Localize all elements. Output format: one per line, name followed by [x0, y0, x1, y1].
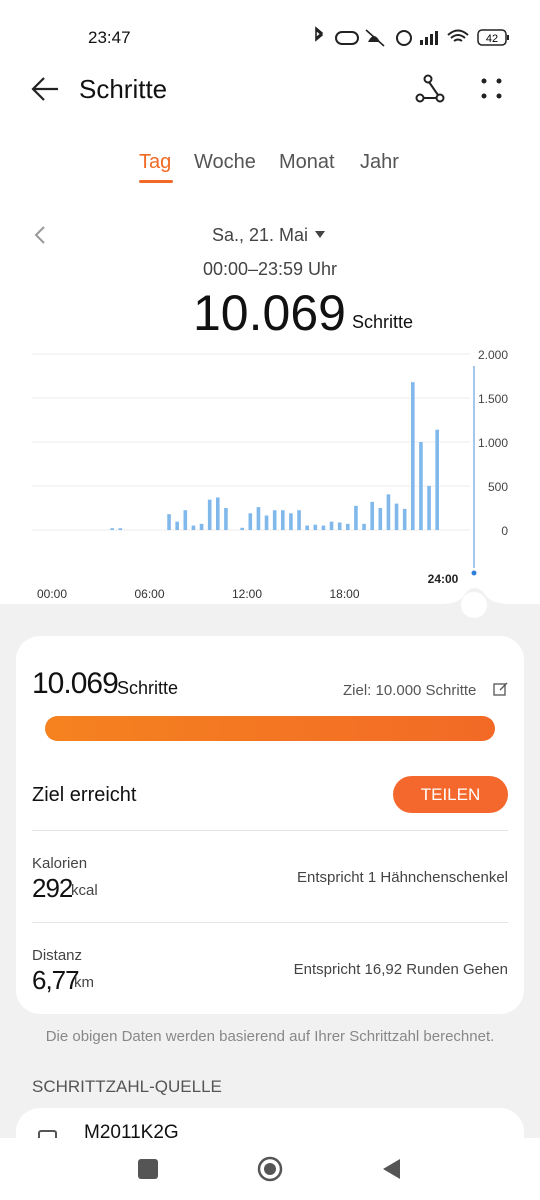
bar	[199, 523, 204, 530]
bar	[411, 382, 415, 530]
bar	[167, 514, 171, 530]
bar	[402, 508, 407, 530]
metric-unit: km	[74, 974, 94, 991]
metric-value: 292	[32, 873, 73, 903]
status-icons: 42	[315, 26, 509, 47]
time-range: 00:00–23:59 Uhr	[202, 259, 338, 279]
date-dropdown	[315, 231, 325, 238]
metric-unit: kcal	[71, 882, 98, 899]
progress-bar	[45, 716, 495, 741]
tab-indicator	[139, 180, 173, 183]
device-name: M2011K2G	[84, 1122, 179, 1143]
y-tick-label: 2.000	[478, 348, 508, 362]
tab[interactable]: Woche	[194, 151, 256, 173]
edit-goal[interactable]	[493, 681, 509, 697]
bar	[240, 527, 244, 530]
step-chart: 0 500 1.000 1.500 2.000 00:00 06:00 12:00 18:00 2…	[32, 348, 508, 601]
bar	[183, 510, 188, 530]
bar	[313, 524, 318, 530]
x-end-label: 24:00	[428, 572, 459, 586]
total-steps: 10.069	[193, 285, 346, 341]
bar	[207, 499, 212, 530]
metric-label: Distanz	[32, 947, 83, 964]
total-unit: Schritte	[352, 312, 414, 332]
bar	[297, 510, 301, 530]
bar	[386, 494, 391, 530]
bar	[256, 507, 261, 530]
tab-active[interactable]: Tag	[139, 151, 172, 173]
back-button[interactable]	[30, 74, 64, 104]
goal-label: Ziel: 10.000 Schritte	[343, 682, 477, 699]
bar	[427, 486, 431, 530]
x-tick-label: 12:00	[232, 587, 262, 601]
bar	[370, 501, 374, 530]
bar	[435, 429, 439, 530]
route-button[interactable]	[412, 74, 448, 104]
nav-home[interactable]	[257, 1156, 283, 1182]
y-tick-label: 1.000	[478, 436, 508, 450]
summary-unit: Schritte	[117, 678, 179, 698]
status-time: 23:47	[88, 28, 131, 47]
bar	[329, 521, 334, 530]
bar	[346, 523, 350, 530]
bar	[264, 515, 269, 530]
tab[interactable]: Monat	[279, 151, 335, 173]
summary-steps: 10.069	[32, 667, 119, 700]
summary-card	[16, 636, 524, 1014]
selection-dot	[471, 570, 477, 576]
metric-note: Entspricht 1 Hähnchenschenkel	[297, 869, 508, 886]
section-title: SCHRITTZAHL-QUELLE	[32, 1077, 222, 1096]
bar	[354, 505, 358, 530]
nav-back[interactable]	[383, 1159, 400, 1179]
y-tick-label: 1.500	[478, 392, 508, 406]
bar	[362, 523, 366, 530]
divider	[32, 922, 508, 923]
bar	[281, 510, 285, 530]
x-tick-label: 06:00	[134, 587, 164, 601]
bar	[321, 525, 326, 530]
divider	[32, 830, 508, 831]
metric-label: Kalorien	[32, 855, 88, 872]
nav-recent[interactable]	[138, 1159, 158, 1179]
x-tick-label: 00:00	[37, 587, 67, 601]
metric-value: 6,77	[32, 965, 80, 995]
goal-status: Ziel erreicht	[32, 784, 137, 806]
bar	[191, 525, 196, 530]
prev-day[interactable]	[32, 224, 48, 246]
bar	[118, 528, 123, 530]
handle[interactable]	[440, 586, 510, 622]
bar	[305, 525, 309, 530]
more-button[interactable]	[478, 76, 508, 104]
device-icon	[38, 1130, 57, 1144]
share-button[interactable]: TEILEN	[393, 776, 508, 813]
battery-level: 42	[486, 33, 498, 45]
y-tick-label: 500	[488, 480, 508, 494]
nav-buttons	[138, 1156, 400, 1182]
date-label[interactable]: Sa., 21. Mai	[212, 225, 309, 245]
bar	[175, 521, 179, 530]
bar	[419, 442, 423, 530]
metric-note: Entspricht 16,92 Runden Gehen	[293, 961, 508, 978]
bar	[337, 522, 342, 530]
page-title: Schritte	[79, 74, 168, 104]
bar	[110, 528, 114, 530]
bar	[248, 513, 253, 530]
bar	[272, 510, 277, 530]
bar	[394, 503, 399, 530]
tab[interactable]: Jahr	[360, 151, 399, 173]
bar	[378, 508, 383, 530]
y-tick-label: 0	[501, 524, 508, 538]
x-tick-label: 18:00	[329, 587, 359, 601]
bar	[224, 508, 228, 530]
bar	[216, 497, 220, 530]
bar	[289, 513, 293, 530]
footnote: Die obigen Daten werden basierend auf Ih…	[45, 1028, 495, 1045]
